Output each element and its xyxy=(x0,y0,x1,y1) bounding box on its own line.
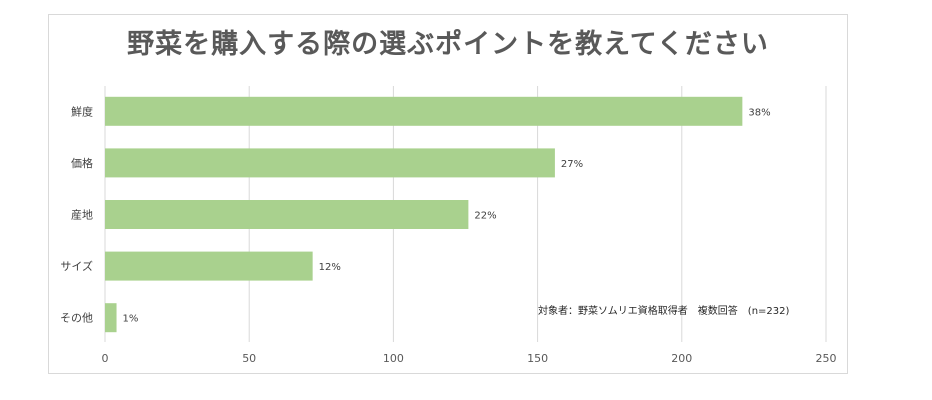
data-label: 1% xyxy=(123,314,139,325)
bar xyxy=(105,303,117,333)
data-label: 27% xyxy=(561,159,583,170)
bar xyxy=(105,200,469,229)
category-label: サイズ xyxy=(60,259,93,273)
x-tick-label: 50 xyxy=(242,352,256,365)
data-label: 38% xyxy=(748,107,770,118)
bar xyxy=(105,251,313,281)
data-label: 22% xyxy=(474,211,496,222)
x-tick-label: 100 xyxy=(383,352,404,365)
bar xyxy=(105,148,555,178)
data-label: 12% xyxy=(319,262,341,273)
chart-annotation: 対象者：野菜ソムリエ資格取得者 複数回答 (n=232) xyxy=(538,306,790,317)
bar xyxy=(105,96,743,126)
data-labels: 38% 27% 22% 12% 1% xyxy=(123,107,771,324)
category-label: その他 xyxy=(60,312,93,325)
x-tick-labels: 0 50 100 150 200 250 xyxy=(102,352,837,365)
x-tick-label: 250 xyxy=(816,352,837,365)
bars xyxy=(105,96,743,333)
category-label: 価格 xyxy=(71,156,93,170)
category-label: 産地 xyxy=(71,209,93,222)
chart-title: 野菜を購入する際の選ぶポイントを教えてください xyxy=(127,29,769,60)
chart-frame xyxy=(48,14,848,374)
x-tick-label: 0 xyxy=(102,352,109,365)
x-tick-label: 150 xyxy=(527,352,548,365)
x-tick-label: 200 xyxy=(671,352,692,365)
category-label: 鮮度 xyxy=(71,104,93,118)
